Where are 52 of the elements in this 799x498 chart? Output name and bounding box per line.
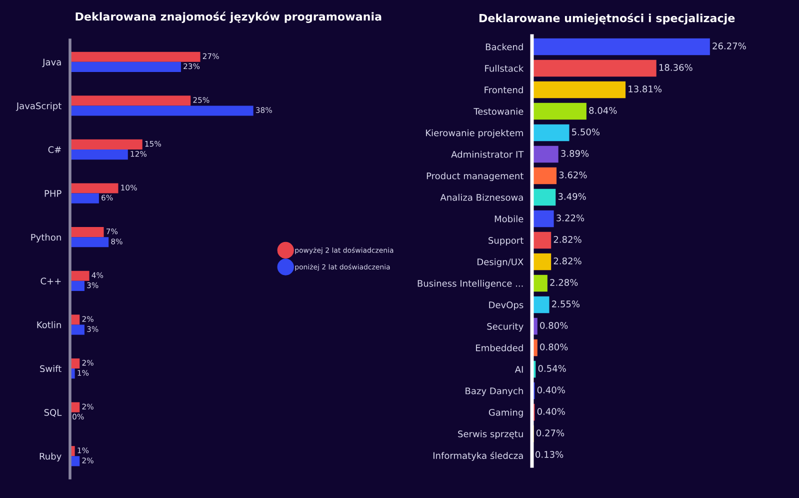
- y-tick-label: SQL: [44, 409, 62, 417]
- data-label: 3.49%: [558, 193, 586, 200]
- data-label: 3.89%: [561, 150, 589, 157]
- data-label: 2.82%: [554, 258, 582, 264]
- y-tick-label: Mobile: [494, 215, 524, 222]
- data-label: 0.80%: [540, 322, 568, 329]
- y-tick-label: Java: [42, 58, 61, 68]
- y-tick-label: AI: [514, 366, 523, 373]
- data-label: 3.22%: [556, 214, 584, 222]
- data-label: 0.40%: [537, 408, 565, 415]
- y-tick-label: Ruby: [40, 452, 62, 462]
- y-tick-label: C++: [40, 278, 61, 284]
- data-label: 2.55%: [552, 300, 580, 308]
- y-tick-label: Backend: [486, 43, 523, 50]
- y-tick-label: C#: [48, 146, 61, 154]
- data-label: 0.54%: [538, 365, 566, 372]
- y-tick-label: Support: [488, 236, 524, 246]
- data-label: 0.27%: [536, 430, 564, 436]
- y-tick-label: Security: [487, 322, 524, 332]
- data-label: 26.27%: [712, 42, 746, 50]
- data-label: 0.40%: [537, 386, 565, 394]
- y-tick-label: Design/UX: [478, 258, 524, 268]
- data-label: 3.62%: [559, 172, 587, 178]
- y-tick-label: Swift: [40, 365, 62, 372]
- data-label: 0.13%: [536, 451, 564, 458]
- data-label: 18.36%: [659, 64, 692, 71]
- y-tick-label: DevOps: [489, 301, 524, 310]
- data-label: 8.04%: [589, 107, 617, 114]
- data-label: 5.50%: [572, 128, 600, 136]
- y-tick-label: Informatyka śledcza: [434, 452, 523, 461]
- y-tick-label: Testowanie: [474, 108, 524, 115]
- y-tick-label: Kotlin: [37, 321, 61, 328]
- y-tick-label: PHP: [44, 190, 62, 197]
- y-tick-label: Serwis sprzętu: [458, 430, 523, 440]
- chart-title: Deklarowane umiejętności i specjalizacje: [479, 13, 735, 25]
- y-tick-label: Product management: [426, 172, 524, 182]
- y-tick-label: Fullstack: [485, 64, 524, 72]
- y-tick-label: Administrator IT: [451, 150, 524, 158]
- y-tick-label: Business Intelligence ...: [418, 280, 523, 289]
- y-tick-label: Frontend: [484, 86, 523, 94]
- y-tick-label: Kierowanie projektem: [426, 129, 523, 138]
- data-label: 13.81%: [628, 86, 662, 92]
- y-tick-label: Bazy Danych: [466, 387, 523, 396]
- data-label: 2.82%: [554, 236, 582, 243]
- y-tick-label: Python: [31, 234, 61, 242]
- data-label: 0.80%: [540, 344, 568, 350]
- data-label: 2.28%: [550, 279, 578, 286]
- chart-title: Deklarowana znajomość języków programowania: [76, 12, 382, 23]
- y-tick-label: Gaming: [488, 408, 523, 418]
- y-tick-label: Analiza Biznesowa: [440, 194, 523, 201]
- y-tick-label: JavaScript: [16, 102, 62, 112]
- y-tick-label: Embedded: [476, 344, 523, 352]
